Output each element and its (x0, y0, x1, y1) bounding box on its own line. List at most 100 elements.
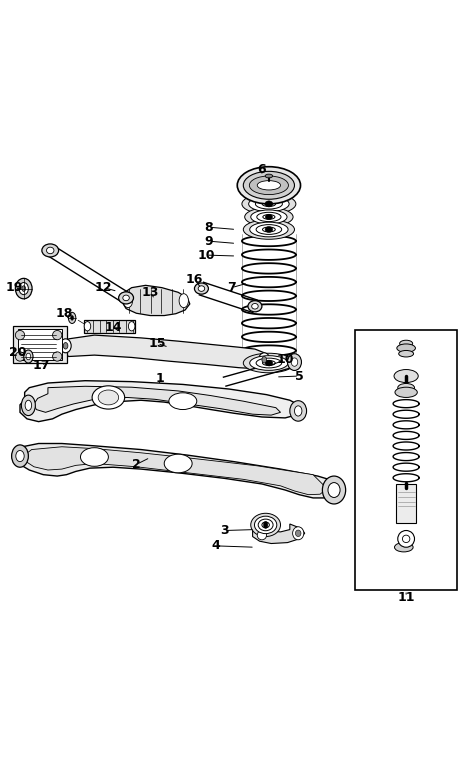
Ellipse shape (256, 199, 282, 209)
Ellipse shape (265, 200, 273, 207)
Bar (18, 329, 62, 360)
Ellipse shape (257, 212, 281, 222)
Text: 13: 13 (142, 285, 159, 299)
Ellipse shape (291, 358, 298, 367)
Text: 17: 17 (32, 359, 50, 372)
Polygon shape (61, 335, 269, 369)
Ellipse shape (52, 352, 62, 361)
Ellipse shape (123, 295, 129, 300)
Ellipse shape (12, 445, 29, 467)
Ellipse shape (262, 522, 270, 528)
Ellipse shape (243, 353, 294, 373)
Ellipse shape (245, 207, 293, 226)
Text: 19: 19 (6, 281, 23, 294)
Ellipse shape (395, 543, 413, 552)
Ellipse shape (52, 331, 62, 340)
Text: 2: 2 (132, 458, 141, 471)
Text: 10: 10 (197, 249, 215, 261)
Ellipse shape (265, 215, 272, 220)
Text: 15: 15 (148, 337, 166, 350)
Ellipse shape (256, 225, 282, 234)
Ellipse shape (22, 395, 36, 416)
Ellipse shape (71, 316, 73, 321)
Ellipse shape (250, 222, 288, 237)
Ellipse shape (251, 210, 287, 224)
Text: 12: 12 (95, 281, 112, 294)
Ellipse shape (402, 535, 410, 543)
Ellipse shape (250, 356, 288, 370)
Ellipse shape (80, 448, 109, 466)
Bar (84, 320, 135, 333)
Ellipse shape (92, 386, 124, 409)
Ellipse shape (263, 227, 275, 232)
Ellipse shape (287, 353, 301, 370)
Ellipse shape (263, 215, 275, 219)
Ellipse shape (328, 483, 340, 498)
Text: 3: 3 (220, 524, 229, 537)
Text: 10: 10 (277, 353, 294, 367)
Ellipse shape (290, 401, 307, 421)
Bar (13, 326, 66, 363)
Ellipse shape (249, 176, 288, 194)
Ellipse shape (19, 282, 29, 295)
Ellipse shape (128, 321, 135, 331)
Ellipse shape (25, 400, 32, 410)
Ellipse shape (237, 167, 300, 204)
Ellipse shape (98, 390, 118, 405)
Ellipse shape (164, 454, 192, 473)
Ellipse shape (399, 350, 414, 357)
Polygon shape (20, 381, 304, 422)
Ellipse shape (42, 244, 58, 257)
Ellipse shape (263, 521, 268, 528)
Ellipse shape (243, 220, 294, 239)
Polygon shape (122, 285, 190, 316)
Polygon shape (15, 444, 341, 498)
Ellipse shape (26, 353, 31, 360)
Ellipse shape (22, 285, 26, 292)
Ellipse shape (395, 387, 417, 398)
Ellipse shape (24, 350, 33, 363)
Polygon shape (253, 524, 305, 544)
Ellipse shape (243, 172, 294, 199)
Ellipse shape (255, 516, 277, 534)
Ellipse shape (263, 360, 275, 366)
Bar (396, 484, 417, 523)
Ellipse shape (295, 530, 301, 537)
Ellipse shape (179, 294, 189, 307)
Ellipse shape (394, 370, 418, 382)
Text: 9: 9 (204, 235, 213, 247)
Ellipse shape (262, 356, 267, 363)
Text: 5: 5 (295, 370, 304, 382)
Text: 11: 11 (397, 590, 415, 604)
Bar (355, 329, 457, 590)
Text: 14: 14 (104, 321, 122, 334)
Text: 6: 6 (257, 162, 266, 176)
Ellipse shape (15, 352, 25, 361)
Ellipse shape (251, 513, 280, 537)
Ellipse shape (195, 283, 208, 294)
Ellipse shape (294, 406, 302, 416)
Ellipse shape (265, 226, 273, 232)
Ellipse shape (46, 247, 54, 254)
Ellipse shape (262, 201, 276, 207)
Ellipse shape (322, 476, 346, 504)
Text: 1: 1 (155, 372, 164, 385)
Ellipse shape (259, 353, 270, 367)
Ellipse shape (16, 451, 24, 462)
Ellipse shape (398, 530, 415, 548)
Ellipse shape (265, 360, 273, 366)
Polygon shape (34, 386, 280, 415)
Ellipse shape (84, 321, 91, 331)
Ellipse shape (258, 519, 273, 530)
Ellipse shape (68, 312, 76, 324)
Ellipse shape (123, 294, 132, 307)
Ellipse shape (257, 181, 280, 190)
Ellipse shape (15, 278, 32, 299)
Ellipse shape (248, 300, 262, 312)
Ellipse shape (256, 358, 282, 368)
Text: 4: 4 (211, 539, 220, 552)
Text: 16: 16 (186, 273, 203, 285)
Ellipse shape (292, 526, 304, 540)
Ellipse shape (198, 285, 205, 292)
Text: 20: 20 (9, 346, 26, 360)
